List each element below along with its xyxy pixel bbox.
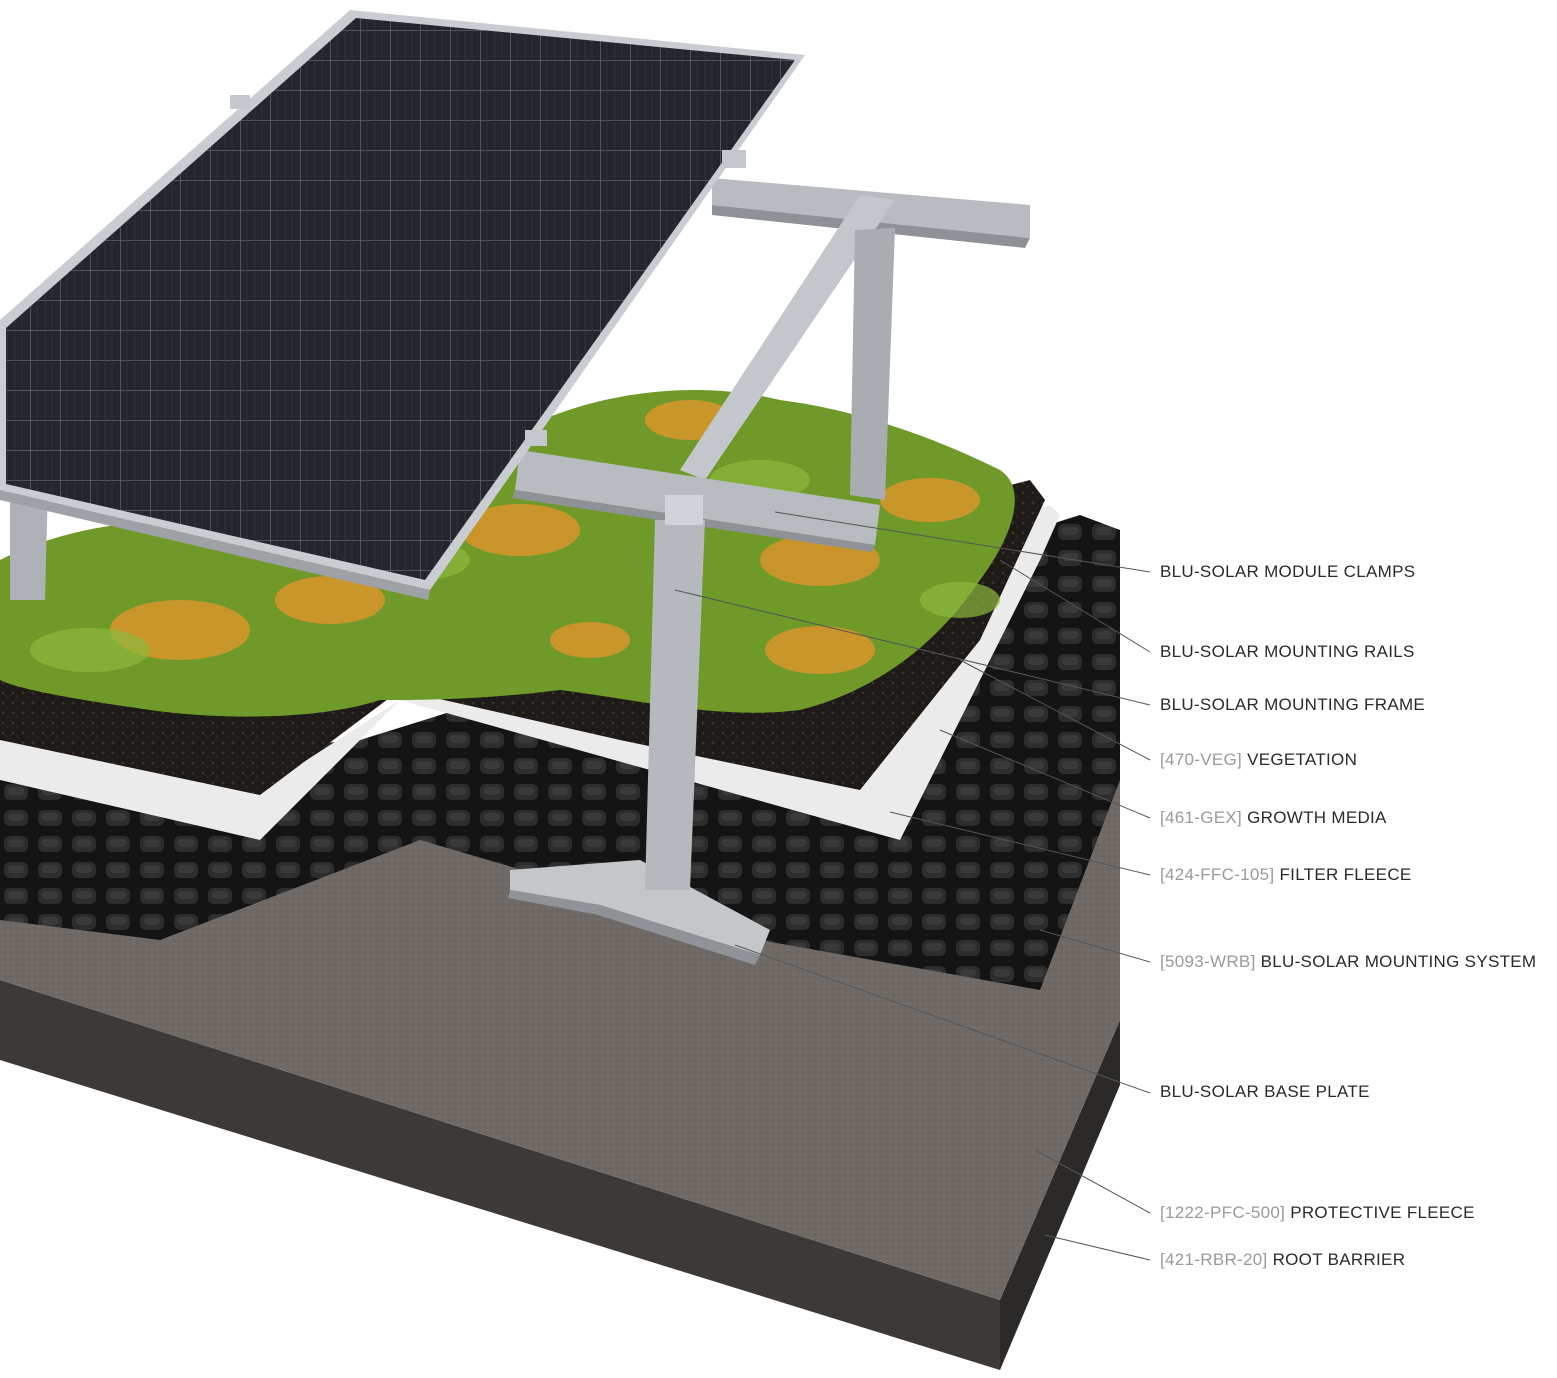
label-module-clamps: BLU-SOLAR MODULE CLAMPS: [1160, 562, 1415, 582]
root-barrier-side: [1000, 1020, 1120, 1370]
base-plate-edge: [508, 890, 760, 965]
label-text: ROOT BARRIER: [1272, 1250, 1406, 1269]
label-growth-media: [461-GEX] GROWTH MEDIA: [1160, 808, 1387, 828]
label-root-barrier: [421-RBR-20] ROOT BARRIER: [1160, 1250, 1405, 1270]
mounting-frame: [10, 178, 1030, 890]
label-text: GROWTH MEDIA: [1247, 808, 1387, 827]
label-mounting-frame: BLU-SOLAR MOUNTING FRAME: [1160, 695, 1425, 715]
label-text: BLU-SOLAR MOUNTING FRAME: [1160, 695, 1426, 714]
label-protective-fleece: [1222-PFC-500] PROTECTIVE FLEECE: [1160, 1203, 1475, 1223]
label-text: BLU-SOLAR MOUNTING SYSTEM: [1260, 952, 1537, 971]
label-code: [1222-PFC-500]: [1160, 1203, 1286, 1222]
label-mounting-rails: BLU-SOLAR MOUNTING RAILS: [1160, 642, 1415, 662]
label-filter-fleece: [424-FFC-105] FILTER FLEECE: [1160, 865, 1412, 885]
label-text: VEGETATION: [1247, 750, 1358, 769]
label-text: BLU-SOLAR MOUNTING RAILS: [1160, 642, 1415, 661]
module-clamps: [230, 95, 746, 446]
label-text: PROTECTIVE FLEECE: [1290, 1203, 1475, 1222]
solar-module: [0, 10, 805, 600]
label-mounting-system: [5093-WRB] BLU-SOLAR MOUNTING SYSTEM: [1160, 952, 1536, 972]
label-text: FILTER FLEECE: [1279, 865, 1412, 884]
label-text: BLU-SOLAR BASE PLATE: [1160, 1082, 1370, 1101]
label-vegetation: [470-VEG] VEGETATION: [1160, 750, 1357, 770]
label-base-plate: BLU-SOLAR BASE PLATE: [1160, 1082, 1370, 1102]
label-code: [5093-WRB]: [1160, 952, 1256, 971]
label-text: BLU-SOLAR MODULE CLAMPS: [1160, 562, 1416, 581]
label-code: [424-FFC-105]: [1160, 865, 1275, 884]
label-code: [461-GEX]: [1160, 808, 1243, 827]
label-code: [421-RBR-20]: [1160, 1250, 1268, 1269]
root-barrier-layer: [0, 980, 1000, 1370]
leader-lines: [674, 511, 1151, 1261]
base-plate: [510, 860, 770, 955]
label-code: [470-VEG]: [1160, 750, 1243, 769]
